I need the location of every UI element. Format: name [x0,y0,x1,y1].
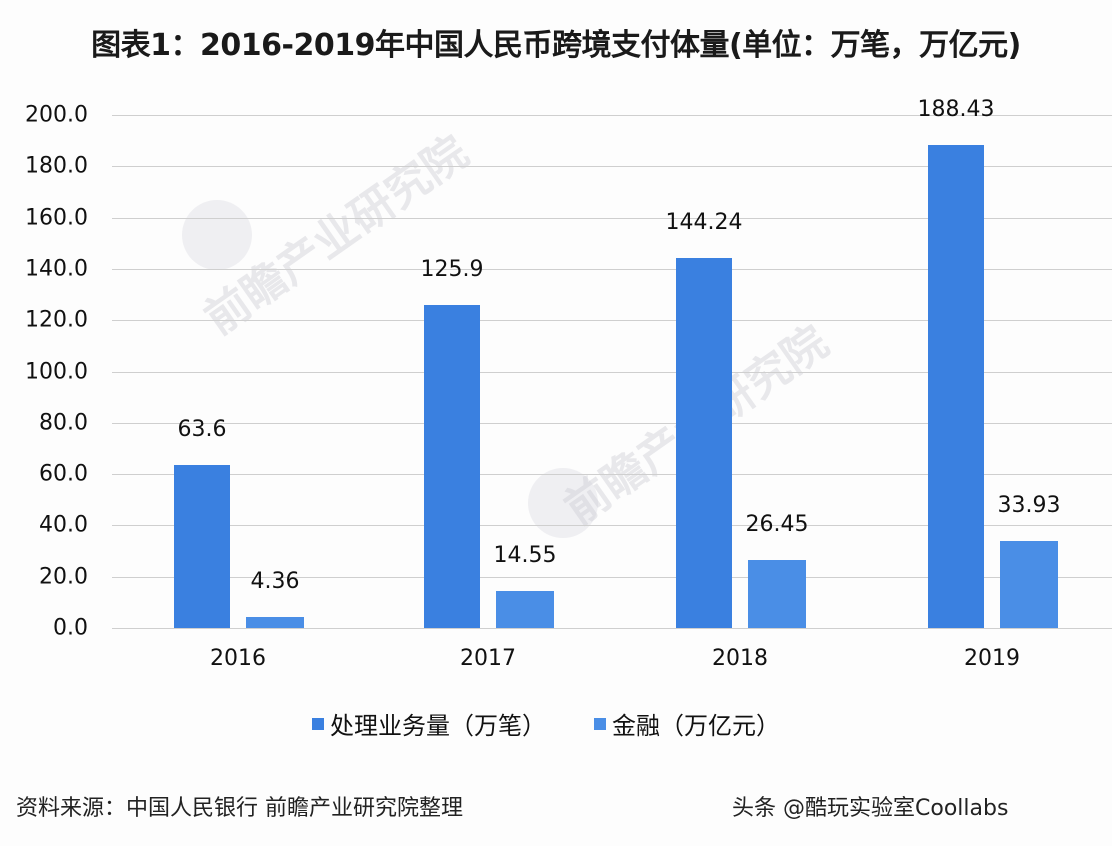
y-tick-label: 100.0 [25,359,88,384]
credit-watermark: 头条 @酷玩实验室Coollabs [732,796,1009,821]
bar-transactions-2016 [174,464,230,628]
y-tick-label: 140.0 [25,256,88,282]
y-tick-label: 80.0 [39,410,88,436]
gridline [112,217,1112,219]
gridline [112,268,1112,270]
bar-amount-2017 [496,590,554,628]
data-label: 26.45 [745,512,809,538]
watermark-logo-icon [182,200,252,270]
data-label: 33.93 [997,492,1061,518]
legend-swatch-icon [312,717,324,730]
legend-swatch-icon [594,717,606,730]
legend-label: 处理业务量（万笔） [330,712,546,740]
gridline [112,371,1112,373]
watermark-logo-icon [528,468,598,538]
legend: 处理业务量（万笔） 金融（万亿元） [312,706,828,741]
gridline [112,320,1112,322]
gridline [112,474,1112,476]
bar-amount-2016 [246,616,304,628]
bar-transactions-2017 [424,305,480,628]
x-tick-label: 2016 [210,646,266,671]
data-label: 4.36 [250,568,300,594]
x-tick-label: 2018 [712,646,768,671]
gridline [112,525,1112,527]
data-label: 63.6 [177,416,227,442]
x-tick-label: 2019 [964,646,1020,671]
y-tick-label: 40.0 [39,512,88,538]
y-tick-label: 200.0 [25,102,88,128]
data-label: 188.43 [917,96,995,122]
bar-amount-2018 [748,560,806,628]
data-label: 125.9 [420,257,484,283]
gridline [112,576,1112,578]
chart-title: 图表1：2016-2019年中国人民币跨境支付体量(单位：万笔，万亿元) [91,28,1021,63]
data-label: 144.24 [665,210,743,236]
y-tick-label: 160.0 [25,205,88,231]
x-tick-label: 2017 [460,646,516,671]
legend-item-transactions: 处理业务量（万笔） [312,706,546,741]
y-tick-label: 0.0 [53,615,88,641]
y-tick-label: 180.0 [25,153,88,179]
gridline [112,422,1112,424]
y-tick-label: 20.0 [39,564,88,590]
y-tick-label: 120.0 [25,307,88,333]
data-label: 14.55 [493,542,557,568]
gridline [112,115,1112,116]
legend-label: 金融（万亿元） [612,712,780,740]
bar-transactions-2019 [928,144,984,628]
y-tick-label: 60.0 [39,461,88,487]
legend-item-amount: 金融（万亿元） [594,706,780,741]
gridline [112,628,1112,629]
source-note: 资料来源：中国人民银行 前瞻产业研究院整理 [16,796,463,821]
gridline [112,166,1112,168]
bar-transactions-2018 [676,258,732,628]
bar-amount-2019 [1000,540,1058,628]
